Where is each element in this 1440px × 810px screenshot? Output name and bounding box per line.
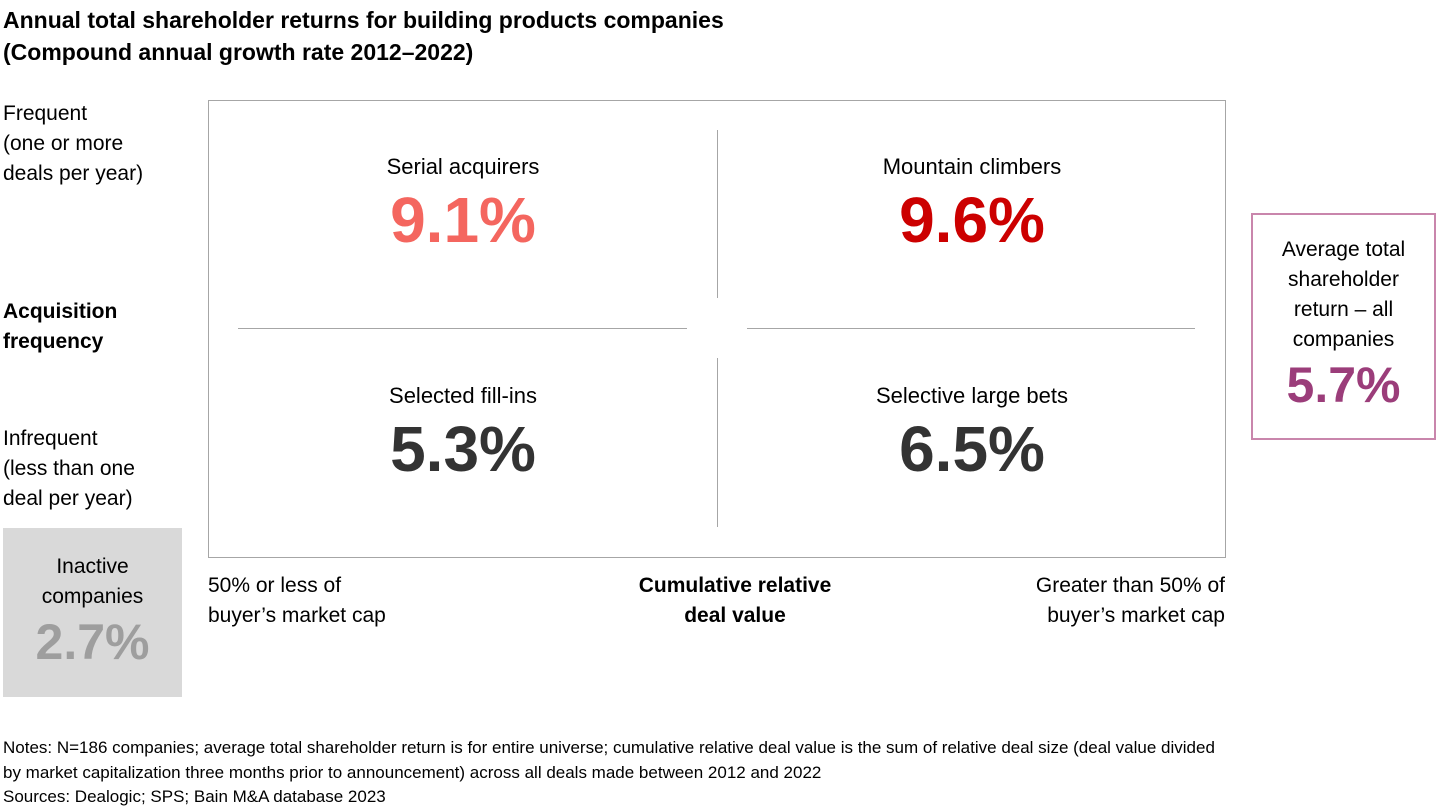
quadrant: Mountain climbers 9.6% — [742, 152, 1202, 258]
y-axis-label: Acquisition frequency — [3, 297, 117, 357]
text-line: Greater than 50% of — [1035, 574, 1225, 597]
quadrant-label: Mountain climbers — [882, 154, 1062, 179]
text-line: (less than one — [3, 457, 135, 480]
title: Annual total shareholder returns for bui… — [3, 4, 724, 68]
inactive-label: Inactive companies — [3, 552, 182, 612]
text-line: companies — [1292, 328, 1395, 351]
quadrant-value: 6.5% — [899, 413, 1045, 485]
text-line: deals per year) — [3, 162, 144, 185]
quadrant-label: Selected fill-ins — [389, 383, 537, 408]
y-bottom-label: Infrequent (less than one deal per year) — [3, 424, 135, 514]
inactive-value: 2.7% — [35, 614, 150, 670]
quadrant-label: Serial acquirers — [386, 154, 540, 179]
text-line: Frequent — [3, 102, 88, 125]
quadrant-label: Selective large bets — [876, 383, 1068, 408]
notes: Notes: N=186 companies; average total sh… — [3, 736, 1215, 810]
text-line: 50% or less of — [208, 574, 342, 597]
inactive-box: Inactive companies 2.7% — [3, 528, 182, 697]
text-line: by market capitalization three months pr… — [3, 762, 822, 782]
text-line: (Compound annual growth rate 2012–2022) — [3, 39, 474, 65]
text-line: Acquisition — [3, 300, 118, 323]
text-line: shareholder — [1288, 268, 1399, 291]
text-line: deal per year) — [3, 487, 133, 510]
divider — [717, 130, 718, 298]
quadrant: Selective large bets 6.5% — [742, 381, 1202, 487]
quadrant: Serial acquirers 9.1% — [233, 152, 693, 258]
text-line: Inactive — [56, 555, 129, 578]
average-value: 5.7% — [1286, 357, 1401, 413]
text-line: Cumulative relative — [638, 574, 832, 597]
text-line: (one or more — [3, 132, 124, 155]
quadrant-frame — [208, 100, 1226, 558]
text-line: Annual total shareholder returns for bui… — [3, 7, 724, 33]
y-top-label: Frequent (one or more deals per year) — [3, 99, 143, 189]
text-line: buyer’s market cap — [1047, 604, 1225, 627]
x-axis-label: Cumulative relative deal value — [535, 571, 935, 631]
x-left-label: 50% or less of buyer’s market cap — [208, 571, 386, 631]
quadrant: Selected fill-ins 5.3% — [233, 381, 693, 487]
divider — [717, 358, 718, 527]
text-line: buyer’s market cap — [208, 604, 386, 627]
text-line: deal value — [684, 604, 786, 627]
text-line: return – all — [1293, 298, 1394, 321]
average-box: Average total shareholder return – all comp… — [1251, 213, 1436, 440]
quadrant-value: 9.6% — [899, 184, 1045, 256]
text-line: Average total — [1281, 238, 1406, 261]
quadrant-value: 9.1% — [390, 184, 536, 256]
text-line: companies — [41, 585, 144, 608]
text-line: frequency — [3, 330, 104, 353]
quadrant-value: 5.3% — [390, 413, 536, 485]
text-line: Infrequent — [3, 427, 98, 450]
average-label: Average total shareholder return – all comp… — [1253, 235, 1434, 355]
text-line: Notes: N=186 companies; average total sh… — [3, 738, 1215, 757]
divider — [747, 328, 1195, 329]
divider — [238, 328, 687, 329]
text-line: Sources: Dealogic; SPS; Bain M&A databas… — [3, 787, 386, 806]
x-right-label: Greater than 50% of buyer’s market cap — [925, 571, 1225, 631]
